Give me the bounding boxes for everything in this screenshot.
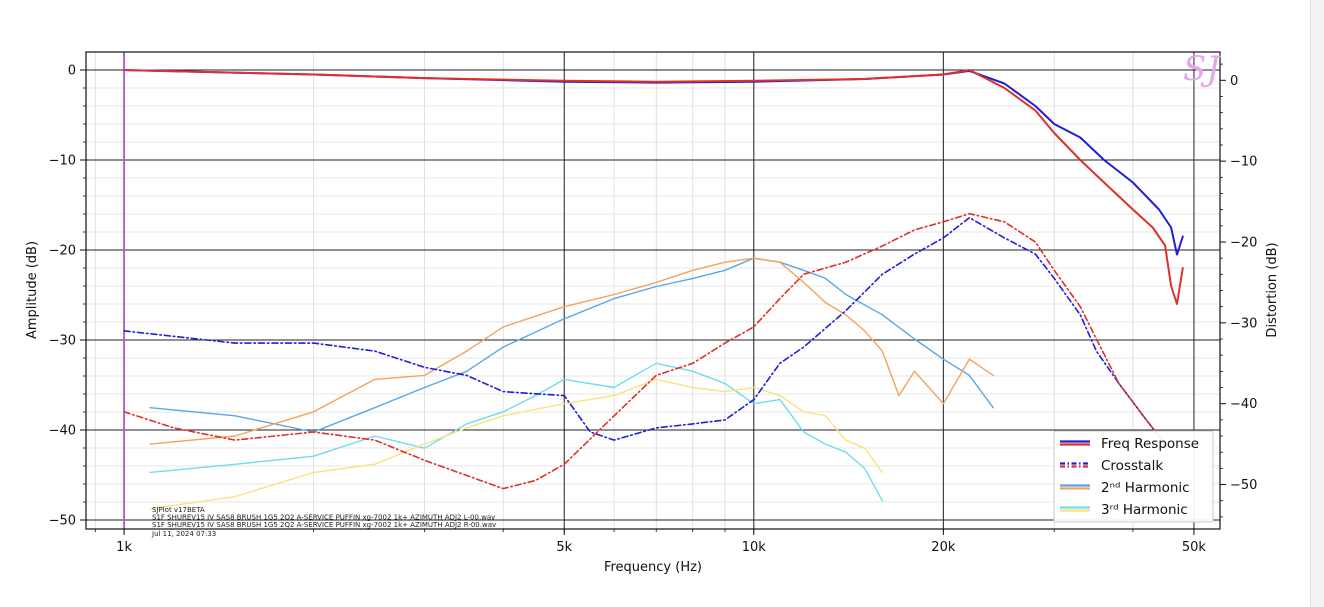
legend-label-3rd-harmonic: 3ʳᵈ Harmonic [1101, 502, 1188, 518]
info-line: SJPlot v17BETA [152, 506, 205, 514]
series-line [123, 216, 1166, 445]
y-tick-label-left: −10 [49, 154, 76, 169]
legend-label-2nd-harmonic: 2ⁿᵈ Harmonic [1101, 480, 1190, 496]
scrollbar-track[interactable] [1310, 0, 1324, 607]
x-tick-label: 5k [556, 540, 572, 555]
plot-area [86, 52, 1220, 529]
legend: Freq Response Crosstalk 2ⁿᵈ Harmonic 3ʳᵈ… [1053, 430, 1214, 523]
y-axis-title-left: Amplitude (dB) [25, 241, 40, 339]
legend-swatches [1060, 440, 1090, 512]
x-tick-label: 1k [116, 540, 132, 555]
x-tick-label: 10k [742, 540, 767, 555]
legend-label-crosstalk: Crosstalk [1101, 458, 1163, 474]
y-tick-label-right: 0 [1230, 74, 1238, 89]
series-line [123, 69, 1184, 305]
series-layer [123, 69, 1184, 510]
axis-ticks: 1k 5k 10k 20k 50k 0 −10 −20 −30 −40 −50 0 −10 −20 −30 −… [49, 64, 1258, 556]
y-tick-label-right: −40 [1230, 397, 1257, 412]
y-tick-label-left: −50 [49, 514, 76, 529]
y-tick-label-right: −10 [1230, 155, 1257, 170]
y-axis-title-right: Distortion (dB) [1265, 242, 1280, 337]
series-line [149, 257, 994, 445]
series-line [149, 362, 883, 502]
legend-box [1053, 430, 1214, 523]
y-tick-label-left: −40 [49, 424, 76, 439]
series-line [149, 378, 883, 510]
info-line: S1F SHUREV15 IV SAS8 BRUSH 1G5 2Q2 A-SER… [152, 514, 495, 522]
major-grid [86, 52, 1220, 529]
sj-logo: SJ [1183, 49, 1222, 89]
y-tick-label-left: −30 [49, 334, 76, 349]
info-block: SJPlot v17BETA S1F SHUREV15 IV SAS8 BRUS… [151, 506, 496, 538]
legend-label-freq-response: Freq Response [1101, 436, 1199, 452]
y-tick-label-right: −20 [1230, 235, 1257, 250]
x-axis-title: Frequency (Hz) [604, 560, 702, 575]
y-tick-label-right: −30 [1230, 316, 1257, 331]
y-tick-label-right: −50 [1230, 478, 1257, 493]
x-tick-label: 50k [1182, 540, 1207, 555]
y-tick-label-left: 0 [68, 64, 76, 79]
y-tick-label-left: −20 [49, 244, 76, 259]
series-line [123, 212, 1166, 490]
info-line: S1F SHUREV15 IV SAS8 BRUSH 1G5 2Q2 A-SER… [152, 521, 496, 529]
x-tick-label: 20k [931, 540, 956, 555]
info-line: Jul 11, 2024 07:33 [151, 530, 216, 538]
series-line [149, 257, 994, 433]
